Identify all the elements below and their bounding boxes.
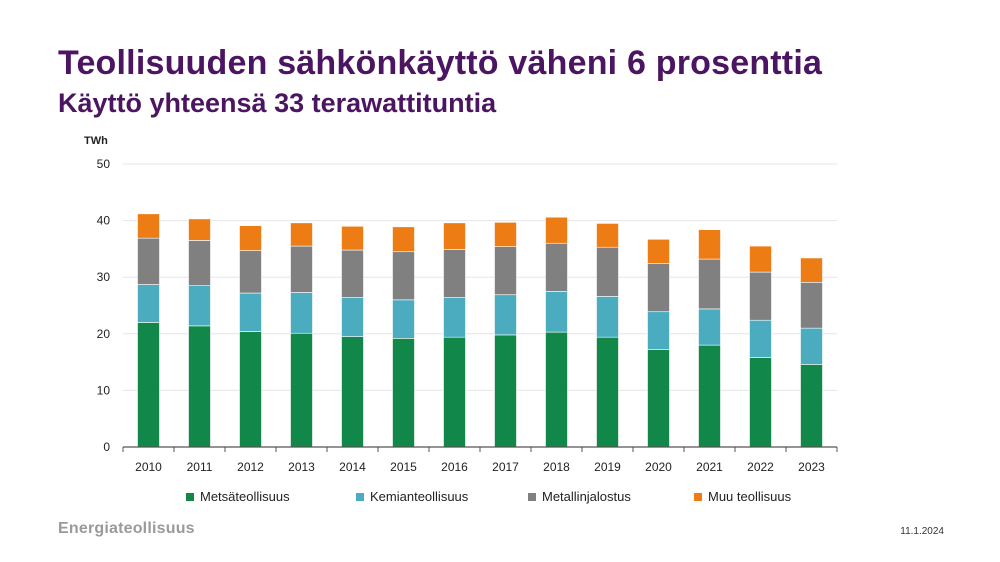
bar-segment bbox=[800, 257, 823, 283]
bar-segment bbox=[188, 240, 211, 286]
bar-segment bbox=[596, 246, 619, 297]
bar-segment bbox=[545, 331, 568, 448]
y-tick-label: 40 bbox=[97, 214, 111, 228]
x-tick-label: 2019 bbox=[594, 460, 621, 474]
legend-item: Metallinjalostus bbox=[528, 489, 631, 504]
legend-label: Kemianteollisuus bbox=[370, 489, 469, 504]
x-tick-label: 2013 bbox=[288, 460, 315, 474]
bar-segment bbox=[647, 311, 670, 350]
x-tick-label: 2023 bbox=[798, 460, 825, 474]
bar-segment bbox=[392, 338, 415, 448]
legend-label: Metsäteollisuus bbox=[200, 489, 290, 504]
bar-segment bbox=[341, 249, 364, 298]
x-tick-label: 2021 bbox=[696, 460, 723, 474]
bar-segment bbox=[443, 222, 466, 250]
bar-segment bbox=[800, 281, 823, 329]
bar-segment bbox=[137, 284, 160, 323]
bar-segment bbox=[800, 364, 823, 448]
x-tick-label: 2010 bbox=[135, 460, 162, 474]
bar-segment bbox=[137, 322, 160, 448]
x-tick-label: 2012 bbox=[237, 460, 264, 474]
y-axis-label: TWh bbox=[84, 135, 108, 147]
bar-segment bbox=[443, 336, 466, 448]
x-tick-label: 2014 bbox=[339, 460, 366, 474]
bar-segment bbox=[647, 238, 670, 264]
bar-segment bbox=[137, 213, 160, 239]
bar-segment bbox=[545, 242, 568, 292]
legend-item: Kemianteollisuus bbox=[356, 489, 468, 504]
bar-segment bbox=[290, 222, 313, 247]
y-tick-label: 30 bbox=[97, 270, 111, 284]
bar-segment bbox=[596, 223, 619, 248]
bar-segment bbox=[341, 225, 364, 251]
legend-swatch bbox=[528, 492, 536, 501]
stacked-bar-chart: 0 10 20 30 40 50 TWh 2010 2011 2012 2013 2014 2015 20… bbox=[84, 135, 838, 474]
x-tick-label: 2020 bbox=[645, 460, 672, 474]
bar-segment bbox=[392, 226, 415, 253]
legend-item: Muu teollisuus bbox=[694, 489, 791, 504]
x-tick-label: 2018 bbox=[543, 460, 570, 474]
x-tick-label: 2016 bbox=[441, 460, 468, 474]
bar-segment bbox=[647, 263, 670, 313]
x-tick-label: 2017 bbox=[492, 460, 519, 474]
bar-segment bbox=[494, 246, 517, 296]
bar-segment bbox=[188, 325, 211, 448]
y-tick-label: 20 bbox=[97, 327, 111, 341]
bar-segment bbox=[698, 344, 721, 448]
y-tick-label: 0 bbox=[103, 440, 110, 454]
bar-segment bbox=[545, 291, 568, 333]
bar-segment bbox=[137, 237, 160, 285]
legend-label: Metallinjalostus bbox=[542, 489, 631, 504]
x-tick-label: 2011 bbox=[187, 460, 213, 474]
bar-segment bbox=[392, 251, 415, 301]
bar-segment bbox=[698, 258, 721, 310]
bar-segment bbox=[749, 271, 772, 321]
y-tick-label: 10 bbox=[97, 383, 111, 397]
bar-segment bbox=[698, 229, 721, 260]
bar-segment bbox=[443, 249, 466, 298]
chart-legend: Metsäteollisuus Kemianteollisuus Metallinj… bbox=[0, 489, 1000, 507]
x-tick-label: 2015 bbox=[390, 460, 417, 474]
bar-segment bbox=[596, 336, 619, 448]
bar-segment bbox=[290, 332, 313, 448]
bar-segment bbox=[290, 245, 313, 293]
bar-segment bbox=[341, 336, 364, 448]
y-tick-label: 50 bbox=[97, 157, 111, 171]
legend-swatch bbox=[694, 492, 702, 501]
legend-item: Metsäteollisuus bbox=[186, 489, 290, 504]
bar-segment bbox=[188, 285, 211, 327]
bar-segment bbox=[239, 225, 262, 251]
page-title: Teollisuuden sähkönkäyttö väheni 6 prose… bbox=[58, 44, 823, 82]
bar-segment bbox=[749, 319, 772, 358]
bar-segment bbox=[494, 221, 517, 247]
bar-segment bbox=[443, 297, 466, 338]
bar-segment bbox=[494, 294, 517, 336]
bar-segment bbox=[596, 296, 619, 338]
brand-logo: Energiateollisuus bbox=[58, 520, 195, 537]
bar-segment bbox=[290, 292, 313, 334]
bar-segment bbox=[800, 327, 823, 365]
bar-segment bbox=[392, 299, 415, 339]
bar-segment bbox=[341, 297, 364, 337]
bar-segment bbox=[749, 357, 772, 448]
page-subtitle: Käyttö yhteensä 33 terawattituntia bbox=[58, 88, 497, 118]
legend-swatch bbox=[186, 492, 194, 501]
x-tick-label: 2022 bbox=[747, 460, 774, 474]
bar-segment bbox=[239, 331, 262, 448]
bar-segment bbox=[239, 250, 262, 294]
bar-segment bbox=[698, 308, 721, 346]
slide-date: 11.1.2024 bbox=[900, 526, 944, 537]
bar-segment bbox=[494, 334, 517, 448]
bar-segment bbox=[545, 216, 568, 244]
bar-segment bbox=[749, 245, 772, 273]
bar-segment bbox=[239, 292, 262, 332]
bar-segment bbox=[188, 218, 211, 241]
bar-segment bbox=[647, 349, 670, 448]
legend-swatch bbox=[356, 492, 364, 501]
legend-label: Muu teollisuus bbox=[708, 489, 792, 504]
